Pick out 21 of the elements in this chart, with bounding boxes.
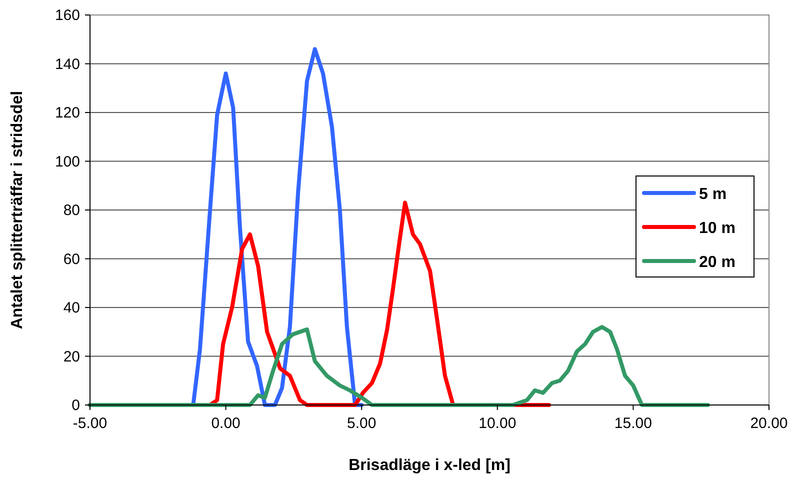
y-tick-label: 120	[54, 104, 80, 122]
line-series	[88, 325, 710, 407]
y-tick-label: 160	[54, 7, 80, 24]
legend-label: 20 m	[699, 254, 736, 271]
y-axis-title: Antalet splitterträffar i stridsdel	[9, 90, 26, 330]
y-tick-label: 20	[63, 348, 80, 366]
x-tick-label: 20.00	[750, 415, 788, 432]
x-tick-label: 0.00	[211, 415, 240, 432]
legend-label: 5 m	[699, 186, 727, 203]
x-tick-label: 15.00	[614, 415, 652, 432]
x-tick-label: 10.00	[478, 415, 516, 432]
legend-label: 10 m	[699, 220, 736, 237]
y-tick-label: 0	[72, 397, 80, 414]
y-tick-label: 60	[63, 250, 80, 268]
y-tick-label: 100	[54, 153, 80, 170]
y-tick-label: 80	[63, 202, 80, 219]
y-tick-label: 140	[54, 56, 80, 73]
x-axis-title: Brisadläge i x-led [m]	[348, 457, 510, 474]
y-tick-label: 40	[63, 300, 80, 316]
x-tick-label: -5.00	[72, 415, 108, 432]
x-tick-label: 5.00	[347, 415, 376, 432]
